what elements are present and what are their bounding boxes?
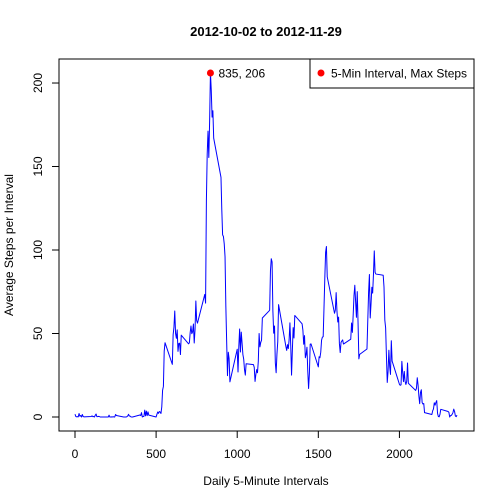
plot-frame — [58, 58, 475, 432]
y-tick-label: 200 — [31, 73, 45, 93]
max-point-marker — [206, 69, 214, 77]
y-axis-label: Average Steps per Interval — [2, 174, 16, 316]
x-tick-label: 0 — [72, 447, 79, 461]
x-tick-label: 2000 — [386, 447, 413, 461]
max-point-annotation: 835, 206 — [218, 67, 265, 81]
y-tick-label: 150 — [31, 156, 45, 176]
series-line — [74, 72, 458, 418]
y-tick-label: 50 — [31, 327, 45, 341]
x-axis: 0 500 1000 1500 2000 — [72, 430, 413, 461]
y-tick-label: 100 — [31, 240, 45, 260]
x-tick-label: 1000 — [224, 447, 251, 461]
series-layer — [74, 72, 458, 418]
legend-box — [309, 58, 475, 89]
x-tick-label: 500 — [146, 447, 166, 461]
legend-label: 5-Min Interval, Max Steps — [331, 67, 467, 81]
y-axis: 0 50 100 150 200 — [31, 73, 60, 420]
legend-marker-icon — [317, 69, 325, 77]
x-axis-label: Daily 5-Minute Intervals — [203, 474, 328, 488]
highlight-layer: 835, 206 — [206, 67, 265, 81]
x-tick-label: 1500 — [305, 447, 332, 461]
legend: 5-Min Interval, Max Steps — [309, 58, 475, 89]
y-tick-label: 0 — [31, 413, 45, 420]
chart-title: 2012-10-02 to 2012-11-29 — [190, 24, 342, 39]
